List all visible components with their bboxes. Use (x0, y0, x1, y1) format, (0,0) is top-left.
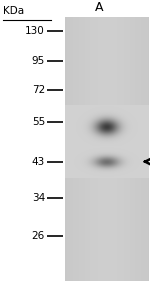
Text: 34: 34 (32, 193, 45, 203)
Text: 26: 26 (32, 231, 45, 241)
Text: 130: 130 (25, 26, 45, 35)
Text: KDa: KDa (3, 6, 24, 16)
Text: 72: 72 (32, 85, 45, 95)
Text: A: A (95, 1, 103, 14)
Text: 43: 43 (32, 157, 45, 167)
Text: 95: 95 (32, 56, 45, 66)
Text: 55: 55 (32, 117, 45, 127)
